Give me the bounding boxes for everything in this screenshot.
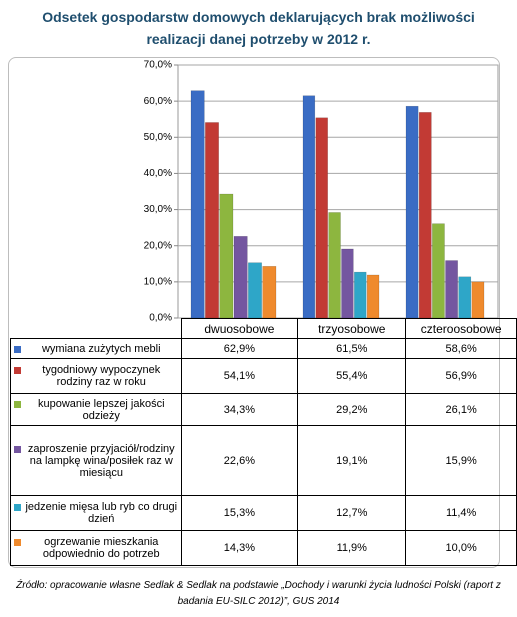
legend-entry: jedzenie mięsa lub ryb co drugi dzień <box>14 501 178 525</box>
value-label: 14,3% <box>180 530 299 566</box>
legend-cell: ogrzewanie mieszkania odpowiednio do pot… <box>10 530 182 566</box>
bar <box>405 105 419 319</box>
value-label: 54,1% <box>180 358 299 394</box>
y-tick-label: 20,0% <box>144 240 172 251</box>
value-label: 15,3% <box>180 495 299 531</box>
legend-label: ogrzewanie mieszkania odpowiednio do pot… <box>42 536 160 560</box>
value-label: 56,9% <box>405 358 517 394</box>
legend-entry: kupowanie lepszej jakości odzieży <box>14 398 178 422</box>
data-table: dwuosobowe trzyosobowe czteroosobowe wymian… <box>10 318 517 566</box>
value-label: 19,1% <box>297 425 407 496</box>
legend-swatch <box>14 504 21 511</box>
bar <box>190 90 205 319</box>
value-label: 58,6% <box>405 338 517 359</box>
bar <box>471 281 485 319</box>
legend-swatch <box>14 539 21 546</box>
legend-entry: ogrzewanie mieszkania odpowiednio do pot… <box>14 536 178 560</box>
x-tick-label: dwuosobowe <box>180 318 299 339</box>
value-label: 55,4% <box>297 358 407 394</box>
bar <box>341 248 354 319</box>
value-label: 22,6% <box>180 425 299 496</box>
legend-cell: jedzenie mięsa lub ryb co drugi dzień <box>10 495 182 531</box>
bar <box>458 276 472 319</box>
table-corner <box>10 318 182 339</box>
bar <box>354 271 367 319</box>
legend-cell: zaproszenie przyjaciół/rodziny na lampkę… <box>10 425 182 496</box>
legend-label: tygodniowy wypoczynek rodziny raz w roku <box>42 364 161 388</box>
bar <box>366 274 380 319</box>
value-label: 62,9% <box>180 338 299 359</box>
source-note: Źródło: opracowanie własne Sedlak & Sedl… <box>16 580 501 607</box>
value-label: 26,1% <box>405 393 517 426</box>
y-tick-label: 50,0% <box>144 132 172 143</box>
bar <box>233 236 248 319</box>
legend-label: kupowanie lepszej jakości odzieży <box>37 397 165 422</box>
legend-entry: wymiana zużytych mebli <box>14 343 178 355</box>
legend-swatch <box>14 345 21 353</box>
chart-frame <box>8 57 500 568</box>
y-tick-label: 30,0% <box>144 204 172 215</box>
value-label: 12,7% <box>297 495 407 531</box>
y-tick-label: 70,0% <box>144 60 172 71</box>
bar <box>205 122 219 319</box>
value-label: 34,3% <box>180 393 299 426</box>
legend-label: zaproszenie przyjaciół/rodziny na lampkę… <box>27 442 175 479</box>
table-row: jedzenie mięsa lub ryb co drugi dzień 15,… <box>10 495 517 531</box>
table-row: ogrzewanie mieszkania odpowiednio do pot… <box>10 530 517 566</box>
value-label: 61,5% <box>297 338 407 359</box>
table-row: kupowanie lepszej jakości odzieży 34,3% 29… <box>10 393 517 426</box>
legend-label: jedzenie mięsa lub ryb co drugi dzień <box>25 501 178 525</box>
legend-entry: zaproszenie przyjaciół/rodziny na lampkę… <box>14 443 178 479</box>
table-row: tygodniowy wypoczynek rodziny raz w roku… <box>10 358 517 394</box>
legend-swatch <box>14 445 21 453</box>
bar <box>262 266 277 319</box>
legend-cell: tygodniowy wypoczynek rodziny raz w roku <box>10 358 182 394</box>
legend-cell: wymiana zużytych mebli <box>10 338 182 359</box>
value-label: 15,9% <box>405 425 517 496</box>
legend-swatch <box>14 367 21 374</box>
bar <box>315 117 328 319</box>
value-label: 11,4% <box>405 495 517 531</box>
bar <box>248 262 262 319</box>
bar <box>432 223 445 319</box>
bar <box>219 193 234 319</box>
value-label: 11,9% <box>297 530 407 566</box>
value-label: 29,2% <box>297 393 407 426</box>
x-tick-label: czteroosobowe <box>405 318 517 339</box>
table-row: zaproszenie przyjaciół/rodziny na lampkę… <box>10 425 517 496</box>
legend-swatch <box>14 400 21 408</box>
chart-title: Odsetek gospodarstw domowych deklarujący… <box>42 9 475 47</box>
bar <box>302 95 316 319</box>
legend-label: wymiana zużytych mebli <box>41 342 161 355</box>
y-tick-label: 10,0% <box>144 276 172 287</box>
y-tick-label: 0,0% <box>149 313 172 324</box>
value-label: 10,0% <box>405 530 517 566</box>
table-header-row: dwuosobowe trzyosobowe czteroosobowe <box>10 318 517 339</box>
x-tick-label: trzyosobowe <box>297 318 407 339</box>
y-tick-label: 40,0% <box>144 168 172 179</box>
y-tick-label: 60,0% <box>144 96 172 107</box>
bar <box>445 260 458 319</box>
table-row: wymiana zużytych mebli 62,9% 61,5% 58,6% <box>10 338 517 359</box>
bar <box>328 212 341 319</box>
legend-cell: kupowanie lepszej jakości odzieży <box>10 393 182 426</box>
bar <box>418 112 432 319</box>
legend-entry: tygodniowy wypoczynek rodziny raz w roku <box>14 364 178 388</box>
